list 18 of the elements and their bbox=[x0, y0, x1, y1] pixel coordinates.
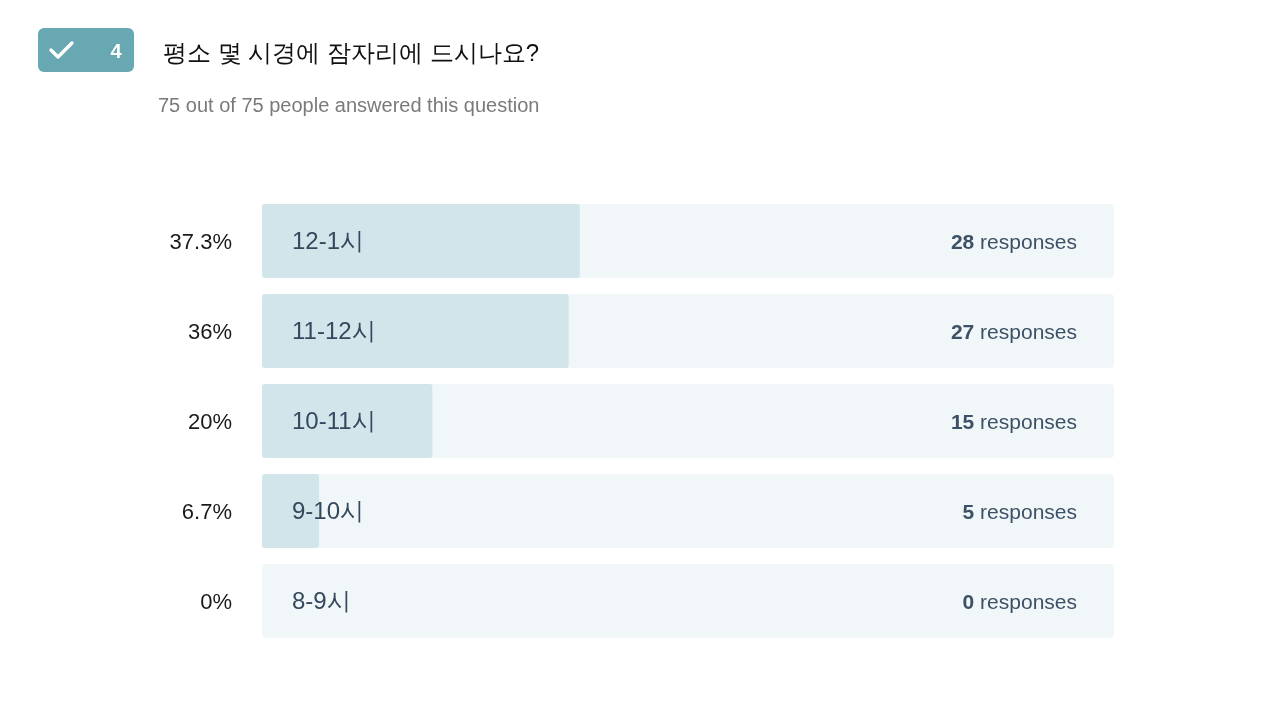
annotation: 0 responses bbox=[962, 590, 1077, 613]
chart-title: 평소 몇 시경에 잠자리에 드시나요? bbox=[163, 39, 540, 66]
annotation: 28 responses bbox=[950, 230, 1077, 253]
data-label: 37.3% bbox=[169, 229, 232, 254]
y-tick-label: 8-9시 bbox=[292, 587, 351, 614]
annotation: 15 responses bbox=[950, 410, 1077, 433]
data-label: 20% bbox=[187, 409, 232, 434]
y-tick-label: 10-11시 bbox=[292, 407, 376, 434]
annotation: 5 responses bbox=[962, 500, 1077, 523]
chart-subtitle: 75 out of 75 people answered this question bbox=[158, 94, 540, 116]
text: 4 bbox=[110, 40, 123, 62]
y-tick-label: 12-1시 bbox=[292, 227, 365, 254]
data-label: 0% bbox=[200, 589, 232, 614]
y-tick-label: 9-10시 bbox=[292, 497, 365, 524]
data-label: 36% bbox=[187, 319, 232, 344]
y-tick-label: 11-12시 bbox=[292, 317, 376, 344]
annotation: 27 responses bbox=[950, 320, 1077, 343]
data-label: 6.7% bbox=[181, 499, 232, 524]
